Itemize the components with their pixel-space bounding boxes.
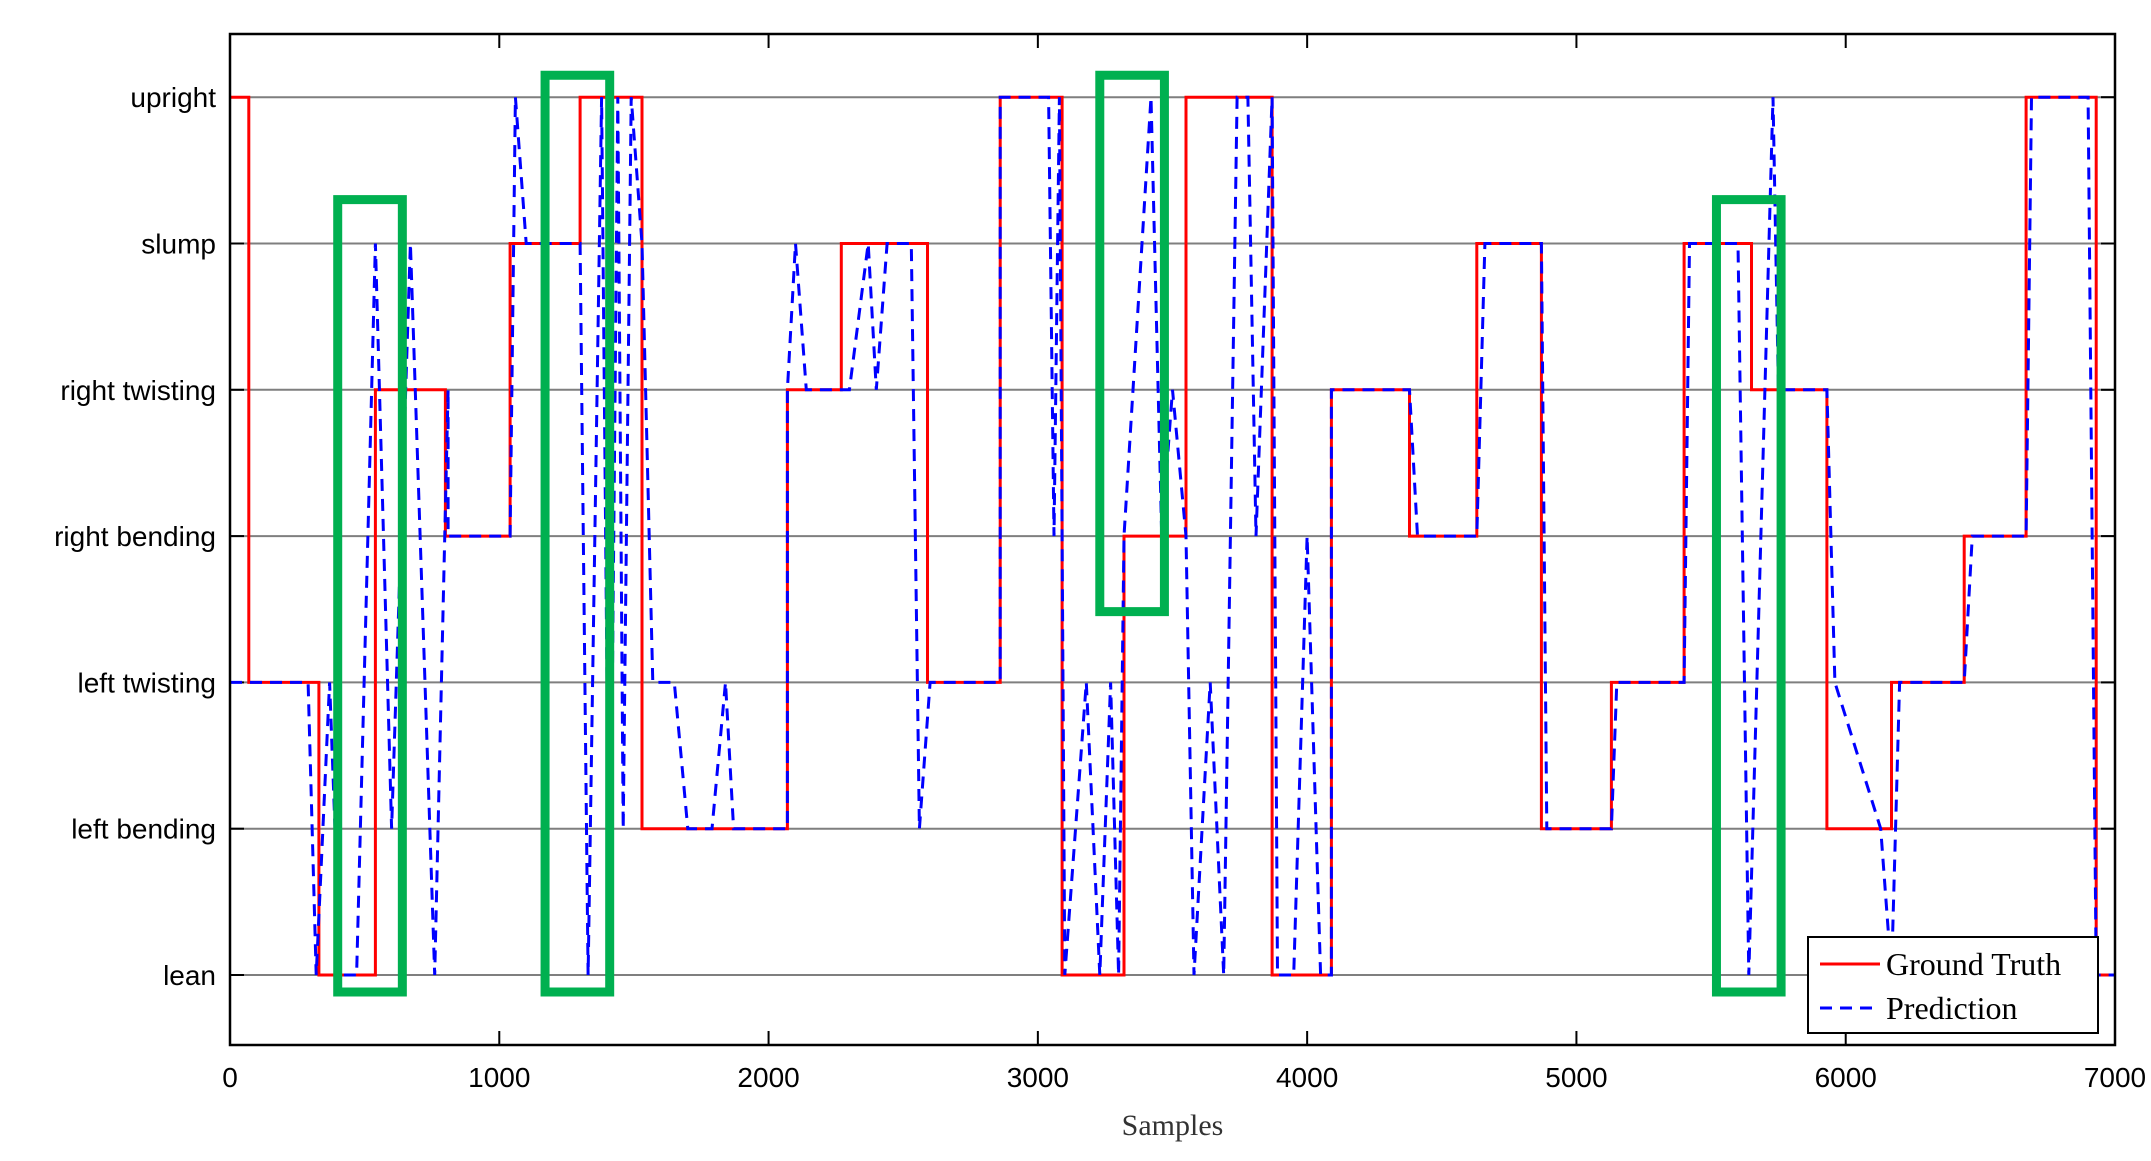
- x-tick-label: 7000: [2084, 1062, 2146, 1093]
- x-axis-label: Samples: [1122, 1109, 1224, 1142]
- y-tick-label: right twisting: [60, 375, 216, 406]
- highlight-boxes: [333, 70, 1786, 997]
- legend: Ground Truth Prediction: [1807, 936, 2099, 1034]
- x-tick-label: 1000: [468, 1062, 530, 1093]
- x-tick-label: 2000: [737, 1062, 799, 1093]
- legend-label-prediction: Prediction: [1886, 990, 2018, 1026]
- x-tick-labels: 0 1000 2000 3000 4000 5000 6000 7000: [222, 1062, 2146, 1093]
- x-tick-label: 3000: [1007, 1062, 1069, 1093]
- y-tick-label: upright: [130, 82, 216, 113]
- y-tick-label: left bending: [71, 814, 216, 845]
- y-tick-label: slump: [141, 229, 216, 260]
- x-tick-label: 0: [222, 1062, 238, 1093]
- y-tick-label: left twisting: [78, 667, 217, 698]
- legend-box: [1807, 936, 2099, 1034]
- highlight-box-2: [540, 70, 615, 997]
- highlight-box-1: [333, 195, 407, 997]
- series-layer: [230, 95, 2115, 977]
- grid-lines: [229, 34, 2116, 1045]
- series-prediction: [230, 95, 2115, 977]
- x-tick-label: 5000: [1545, 1062, 1607, 1093]
- highlight-box-3: [1095, 70, 1169, 617]
- legend-label-ground-truth: Ground Truth: [1886, 946, 2061, 982]
- y-tick-label: lean: [163, 960, 216, 991]
- plot-frame: [228, 32, 2117, 1047]
- x-tick-label: 4000: [1276, 1062, 1338, 1093]
- highlight-box-4: [1711, 195, 1786, 997]
- y-tick-labels: lean left bending left twisting right bendi…: [54, 82, 216, 991]
- y-tick-label: right bending: [54, 521, 216, 552]
- x-tick-label: 6000: [1815, 1062, 1877, 1093]
